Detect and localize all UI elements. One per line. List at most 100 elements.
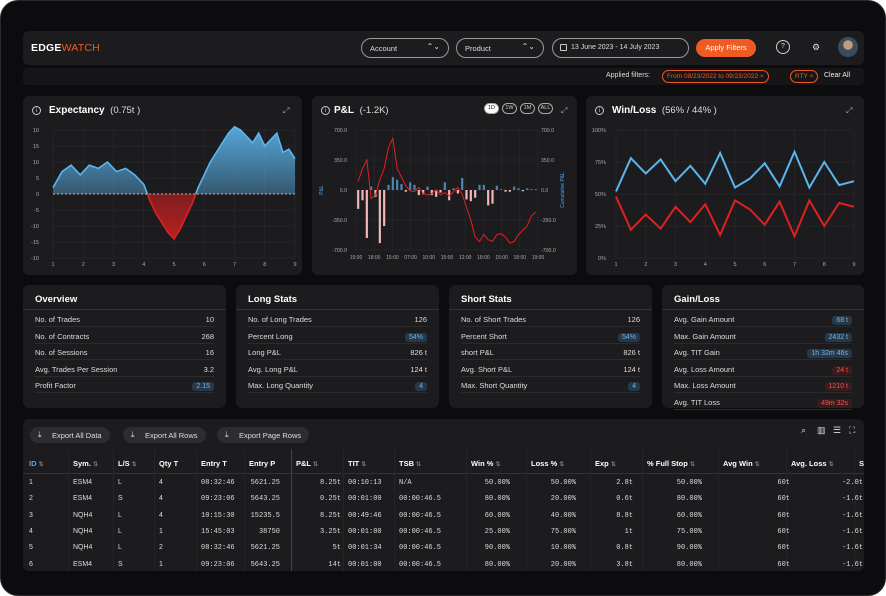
stat-value-text: 124 t (623, 364, 640, 374)
y-tick-label: -5 (34, 208, 39, 214)
table-cell: 4 (159, 479, 163, 486)
column-header[interactable]: S (859, 459, 864, 468)
column-header[interactable]: TIT ⇅ (348, 459, 366, 468)
column-header[interactable]: P&L ⇅ (296, 459, 318, 468)
density-icon[interactable]: ☰ (833, 425, 842, 435)
stat-label: Avg. Loss Amount (674, 364, 735, 374)
export-page-rows-button[interactable]: ⤓ Export Page Rows (217, 427, 310, 443)
export-all-data-button[interactable]: ⤓ Export All Data (30, 427, 110, 443)
x-tick-label: 3 (112, 262, 115, 268)
stat-label: Long P&L (248, 348, 281, 357)
column-header[interactable]: L/S ⇅ (118, 459, 137, 468)
search-icon[interactable]: ⌕ (801, 425, 807, 435)
stat-value-text: 826 t (410, 348, 427, 357)
stat-row: Profit Factor 2.15 (35, 377, 214, 393)
range-1m-button[interactable]: 1M (520, 103, 535, 114)
sort-icon[interactable]: ⇅ (38, 462, 44, 468)
date-filter-pill[interactable]: From 08/23/2022 to 09/23/2022 × (662, 70, 769, 83)
pnl-bar (417, 190, 420, 196)
x-tick-label: 7 (233, 262, 236, 268)
info-icon[interactable]: i (321, 106, 330, 115)
expand-icon[interactable]: ⤢ (846, 106, 853, 115)
stat-row: Max. Short Quantity 4 (461, 377, 640, 393)
x-tick-label: 9 (293, 262, 296, 268)
sort-icon[interactable]: ⇅ (361, 462, 367, 468)
table-cell: 80.00% (676, 560, 702, 569)
sort-icon[interactable]: ⇅ (313, 462, 319, 468)
range-1w-button[interactable]: 1W (502, 103, 517, 114)
apply-filters-button[interactable]: Apply Filters (696, 39, 756, 57)
column-divider (718, 449, 719, 571)
account-select[interactable]: Account ⌃⌄ (361, 38, 449, 58)
sort-icon[interactable]: ⇅ (416, 462, 422, 468)
column-header[interactable]: Avg Win ⇅ (723, 459, 760, 468)
range-1d-button[interactable]: 1D (484, 103, 499, 114)
pnl-bar (430, 190, 433, 196)
stat-value: 2432 t (824, 332, 852, 342)
info-icon[interactable]: i (595, 106, 604, 115)
expand-icon[interactable]: ⤢ (561, 106, 568, 115)
sort-icon[interactable]: ⇅ (689, 462, 695, 468)
column-header[interactable]: Win % ⇅ (471, 459, 500, 468)
fullscreen-icon[interactable]: ⛶ (849, 425, 856, 435)
table-cell: 5643.25 (250, 560, 280, 569)
column-header[interactable]: Entry P (249, 459, 275, 468)
column-header[interactable]: Avg. Loss ⇅ (791, 459, 834, 468)
stat-row: Max. Gain Amount 2432 t (674, 328, 852, 344)
stat-row: No. of Sessions 16 (35, 344, 214, 360)
column-header[interactable]: ID ⇅ (29, 459, 44, 468)
expand-icon[interactable]: ⤢ (283, 106, 290, 115)
avatar[interactable] (838, 37, 858, 57)
stat-row: Percent Short 54% (461, 328, 640, 344)
product-select[interactable]: Product ⌃⌄ (456, 38, 544, 58)
column-header-label: L/S (118, 459, 130, 468)
sort-icon[interactable]: ⇅ (754, 462, 760, 468)
stat-value: 826 t (410, 348, 427, 357)
stat-label: Profit Factor (35, 381, 76, 390)
x-tick-label: 2 (644, 262, 647, 268)
x-tick-label: 2 (82, 262, 85, 268)
download-icon: ⤓ (131, 430, 135, 439)
y-tick-label: 700.0 (334, 128, 347, 134)
help-icon[interactable]: ? (776, 40, 790, 54)
info-icon[interactable]: i (32, 106, 41, 115)
expectancy-line-positive (52, 125, 296, 194)
column-divider (786, 449, 787, 571)
table-cell: 5643.25 (250, 495, 280, 504)
x-tick-label: 15:00 (495, 255, 508, 261)
y-tick-label: 100% (592, 128, 606, 134)
columns-icon[interactable]: ▥ (817, 425, 826, 435)
sort-icon[interactable]: ⇅ (559, 462, 565, 468)
sort-icon[interactable]: ⇅ (610, 462, 616, 468)
stat-value: 826 t (623, 348, 640, 357)
export-all-rows-button[interactable]: ⤓ Export All Rows (123, 427, 206, 443)
sort-icon[interactable]: ⇅ (92, 462, 98, 468)
date-range-picker[interactable]: 13 June 2023 - 14 July 2023 (552, 38, 689, 58)
table-cell: 08:32:46 (201, 544, 235, 553)
table-cell: 6 (29, 560, 33, 568)
sort-icon[interactable]: ⇅ (828, 462, 834, 468)
column-header[interactable]: Loss % ⇅ (531, 459, 564, 468)
column-header[interactable]: Sym. ⇅ (73, 459, 98, 468)
range-all-button[interactable]: ALL (538, 103, 553, 114)
settings-icon[interactable]: ⚙ (811, 42, 821, 52)
table-cell: 5 (29, 544, 33, 552)
column-header[interactable]: Entry T (201, 459, 227, 468)
table-cell: 00:01:34 (348, 544, 382, 553)
column-header[interactable]: % Full Stop ⇅ (647, 459, 695, 468)
pnl-bar (500, 189, 503, 190)
column-header[interactable]: Exp ⇅ (595, 459, 616, 468)
symbol-filter-pill[interactable]: RTY × (790, 70, 819, 83)
sort-icon[interactable]: ⇅ (131, 462, 137, 468)
column-header[interactable]: TSB ⇅ (399, 459, 421, 468)
clear-all-button[interactable]: Clear All (824, 72, 851, 79)
column-header-label: TIT (348, 459, 360, 468)
sort-icon[interactable]: ⇅ (495, 462, 501, 468)
y-tick-label: 50% (595, 192, 606, 198)
stat-label: short P&L (461, 348, 494, 357)
y-tick-label: 10 (33, 128, 39, 134)
table-cell: S (118, 560, 123, 568)
x-tick-label: 07:00 (404, 255, 417, 261)
column-header-label: Avg. Loss (791, 459, 827, 468)
column-header[interactable]: Qty T (159, 459, 178, 468)
